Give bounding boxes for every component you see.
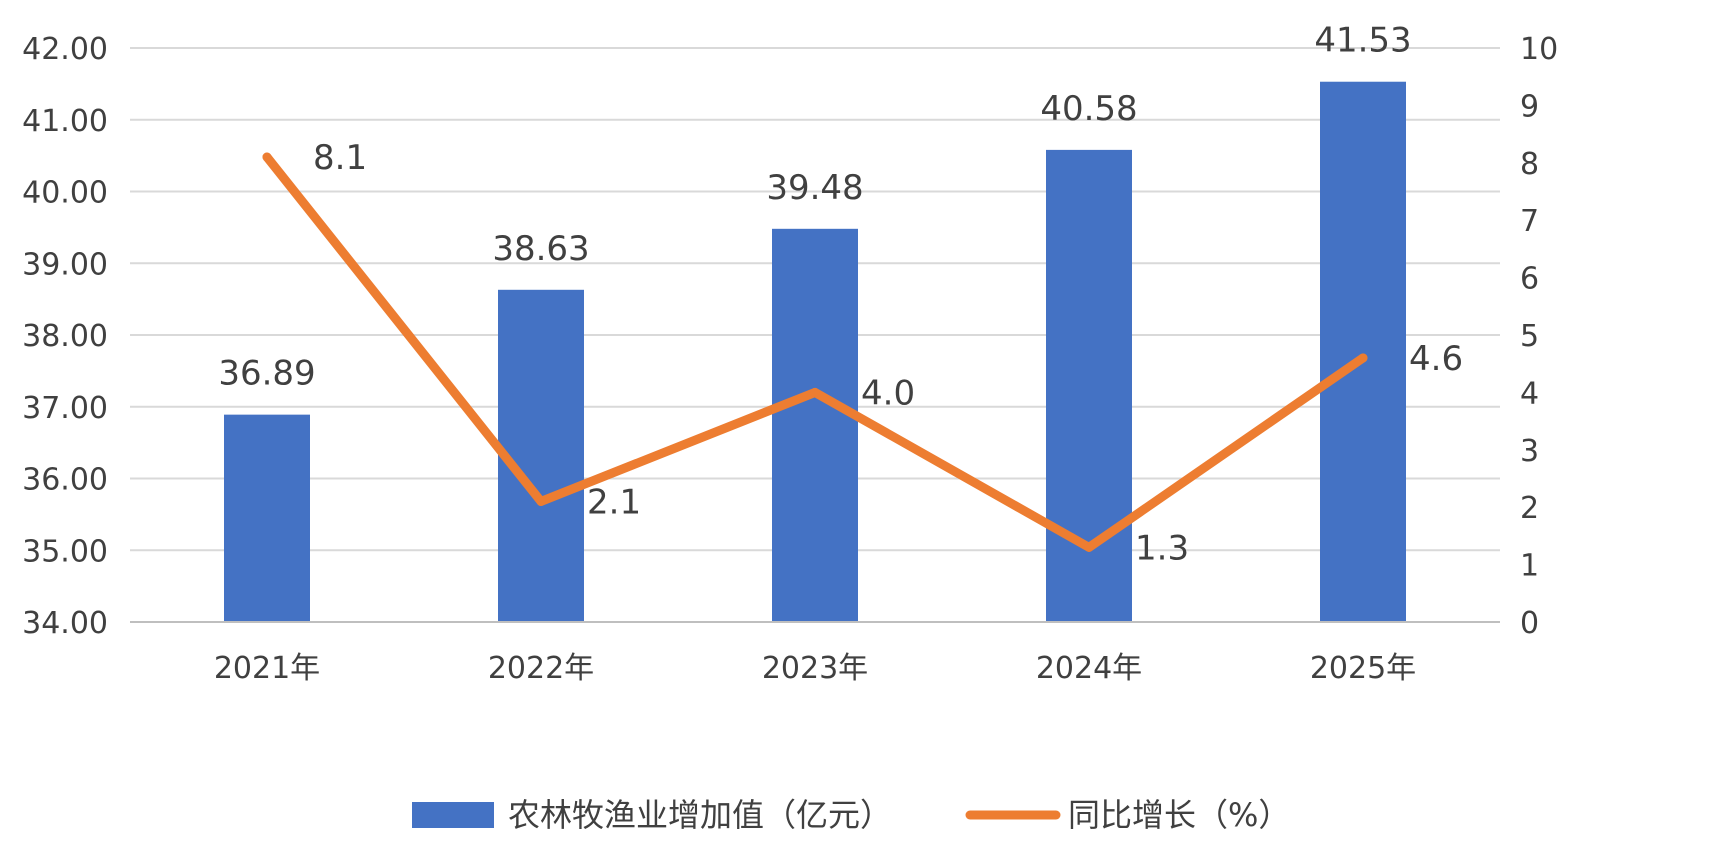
left-axis-tick-label: 41.00 [22,104,108,139]
line-data-label: 8.1 [313,138,367,178]
right-axis-tick-label: 8 [1520,147,1539,182]
bar-data-label: 40.58 [1040,89,1137,129]
right-axis-tick-label: 9 [1520,89,1539,124]
right-axis-tick-label: 3 [1520,434,1539,469]
line-point-2 [536,496,546,506]
line-series [262,152,1368,552]
left-axis-tick-label: 42.00 [22,32,108,67]
line-point-5 [1358,353,1368,363]
bar-5 [1320,81,1406,622]
left-axis-tick-label: 35.00 [22,534,108,569]
bar-2 [498,289,584,622]
right-axis-tick-label: 0 [1520,606,1539,641]
left-axis-tick-label: 34.00 [22,606,108,641]
line-point-3 [810,387,820,397]
left-axis-tick-label: 36.00 [22,463,108,498]
x-axis-tick-label: 2024年 [1036,651,1142,686]
line-data-label: 1.3 [1135,528,1189,568]
line-point-1 [262,152,272,162]
axes: 34.0035.0036.0037.0038.0039.0040.0041.00… [22,32,1558,686]
line-data-label: 4.6 [1409,339,1463,379]
legend: 农林牧渔业增加值（亿元） 同比增长（%） [412,796,1290,834]
bar-data-label: 39.48 [766,168,863,208]
bar-3 [772,228,858,622]
right-axis-tick-label: 10 [1520,32,1558,67]
legend-label-line: 同比增长（%） [1068,796,1290,834]
x-axis-tick-label: 2025年 [1310,651,1416,686]
right-axis-tick-label: 4 [1520,376,1539,411]
right-axis-tick-label: 5 [1520,319,1539,354]
left-axis-tick-label: 39.00 [22,247,108,282]
left-axis-tick-label: 37.00 [22,391,108,426]
bar-data-label: 41.53 [1314,21,1411,61]
data-labels: 36.89 38.63 39.48 40.58 41.53 8.1 2.1 4.0 1.3 4.6 [218,21,1463,569]
x-axis-tick-label: 2022年 [488,651,594,686]
x-axis-tick-label: 2021年 [214,651,320,686]
left-axis-tick-label: 40.00 [22,176,108,211]
bar-data-label: 36.89 [218,354,315,394]
right-axis-tick-label: 6 [1520,262,1539,297]
left-axis-tick-label: 38.00 [22,319,108,354]
line-point-4 [1084,542,1094,552]
right-axis-tick-label: 1 [1520,549,1539,584]
right-axis-tick-label: 2 [1520,491,1539,526]
x-axis-tick-label: 2023年 [762,651,868,686]
bar-1 [224,414,310,622]
legend-swatch-bar [412,802,494,828]
legend-label-bar: 农林牧渔业增加值（亿元） [508,796,892,834]
line-data-label: 4.0 [861,373,915,413]
right-axis-tick-label: 7 [1520,204,1539,239]
bar-data-label: 38.63 [492,229,589,269]
bar-series [224,81,1406,622]
line-data-label: 2.1 [587,482,641,522]
